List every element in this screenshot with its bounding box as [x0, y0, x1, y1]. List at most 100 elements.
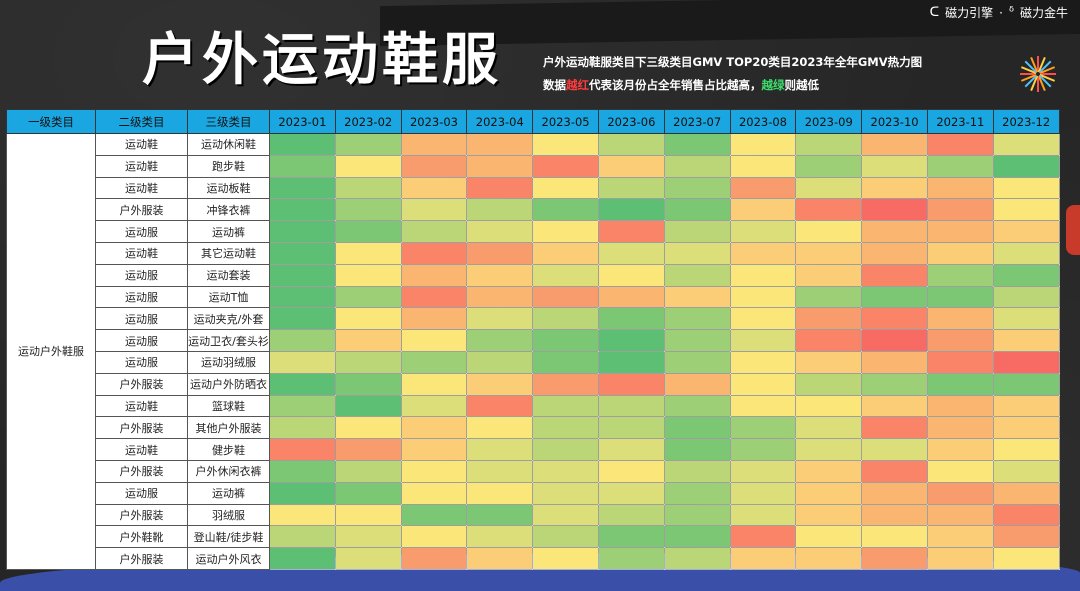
- heatmap-cell: [795, 154, 863, 178]
- heatmap-cell: [861, 459, 928, 483]
- heatmap-cell: [269, 154, 336, 178]
- heatmap-cell: [729, 416, 797, 440]
- heatmap-cell: [532, 416, 599, 440]
- heatmap-cell: [795, 438, 863, 461]
- heatmap-cell: [663, 481, 731, 505]
- heatmap-cell: [532, 372, 599, 396]
- heatmap-cell: [466, 394, 534, 418]
- heatmap-cell: [466, 198, 534, 222]
- heatmap-cell: [466, 503, 534, 527]
- heatmap-cell: [663, 307, 731, 331]
- heatmap-cell: [926, 372, 994, 396]
- column-header-month: 2023-03: [400, 109, 468, 134]
- heatmap-cell: [532, 285, 599, 309]
- level2-category-cell: 运动鞋: [95, 438, 188, 461]
- heatmap-cell: [992, 133, 1060, 156]
- level2-category-cell: 户外鞋靴: [95, 525, 188, 549]
- column-header-month: 2023-01: [269, 109, 336, 134]
- table-row: 户外服装 户外休闲衣裤: [7, 459, 1060, 483]
- heatmap-cell: [269, 525, 336, 549]
- firework-ray: [1037, 56, 1039, 72]
- heatmap-cell: [729, 285, 797, 309]
- level3-category-cell: 登山鞋/徒步鞋: [187, 525, 270, 549]
- heatmap-cell: [729, 372, 797, 396]
- heatmap-cell: [663, 263, 731, 287]
- heatmap-cell: [926, 525, 994, 549]
- heatmap-cell: [400, 547, 468, 570]
- heatmap-cell: [795, 176, 863, 200]
- heatmap-cell: [269, 350, 336, 374]
- heatmap-cell: [400, 220, 468, 243]
- heatmap-cell: [861, 285, 928, 309]
- heatmap-cell: [400, 394, 468, 418]
- heatmap-cell: [795, 241, 863, 265]
- level3-category-cell: 其他户外服装: [187, 416, 270, 440]
- heatmap-cell: [663, 416, 731, 440]
- heatmap-cell: [269, 176, 336, 200]
- heatmap-cell: [861, 481, 928, 505]
- heatmap-cell: [334, 198, 402, 222]
- heatmap-cell: [597, 438, 665, 461]
- heatmap-cell: [663, 285, 731, 309]
- heatmap-cell: [729, 329, 797, 352]
- level3-category-cell: 运动套装: [187, 263, 270, 287]
- heatmap-cell: [400, 241, 468, 265]
- heatmap-cell: [861, 133, 928, 156]
- heatmap-cell: [466, 285, 534, 309]
- heatmap-cell: [400, 416, 468, 440]
- heatmap-cell: [269, 220, 336, 243]
- heatmap-cell: [597, 263, 665, 287]
- heatmap-table: 一级类目 二级类目 三级类目 2023-01 2023-02 2023-03 2023-04…: [6, 109, 1060, 570]
- column-header-month: 2023-04: [466, 109, 534, 134]
- level3-category-cell: 运动裤: [187, 481, 270, 505]
- heatmap-cell: [861, 329, 928, 352]
- heatmap-cell: [269, 394, 336, 418]
- heatmap-cell: [663, 547, 731, 570]
- heatmap-cell: [400, 263, 468, 287]
- heatmap-cell: [926, 459, 994, 483]
- subtitle: 户外运动鞋服类目下三级类目GMV TOP20类目2023年全年GMV热力图 数据…: [543, 51, 922, 97]
- level2-category-cell: 户外服装: [95, 547, 188, 570]
- heatmap-cell: [269, 241, 336, 265]
- column-header-month: 2023-08: [729, 109, 797, 134]
- column-header-month: 2023-06: [597, 109, 665, 134]
- level2-category-cell: 户外服装: [95, 503, 188, 527]
- level2-category-cell: 运动服: [95, 307, 188, 331]
- brand-right: 磁力金牛: [1019, 6, 1068, 20]
- heatmap-cell: [926, 307, 994, 331]
- heatmap-cell: [729, 438, 797, 461]
- heatmap-cell: [663, 525, 731, 549]
- heatmap-cell: [532, 547, 599, 570]
- heatmap-cell: [795, 133, 863, 156]
- heatmap-cell: [400, 285, 468, 309]
- heatmap-cell: [795, 307, 863, 331]
- heatmap-cell: [532, 525, 599, 549]
- heatmap-cell: [597, 503, 665, 527]
- heatmap-cell: [729, 547, 797, 570]
- table-row: 运动服 运动卫衣/套头衫: [7, 329, 1060, 352]
- level3-category-cell: 运动板鞋: [187, 176, 270, 200]
- level3-category-cell: 运动夹克/外套: [187, 307, 270, 331]
- heatmap-cell: [334, 176, 402, 200]
- heatmap-cell: [400, 372, 468, 396]
- brand-separator: ·: [999, 5, 1003, 20]
- heatmap-cell: [992, 459, 1060, 483]
- heatmap-cell: [269, 329, 336, 352]
- heatmap-cell: [992, 176, 1060, 200]
- heatmap-cell: [992, 285, 1060, 309]
- heatmap-cell: [861, 198, 928, 222]
- heatmap-cell: [729, 394, 797, 418]
- column-header-level1: 一级类目: [6, 109, 96, 134]
- heatmap-cell: [729, 154, 797, 178]
- column-header-month: 2023-05: [532, 109, 599, 134]
- table-row: 运动服 运动T恤: [7, 285, 1060, 309]
- level2-category-cell: 户外服装: [95, 416, 188, 440]
- heatmap-cell: [532, 503, 599, 527]
- level2-category-cell: 运动服: [95, 481, 188, 505]
- heatmap-cell: [926, 133, 994, 156]
- firework-ray: [1037, 76, 1039, 92]
- heatmap-cell: [597, 285, 665, 309]
- heatmap-cell: [532, 350, 599, 374]
- heatmap-cell: [861, 307, 928, 331]
- heatmap-cell: [795, 198, 863, 222]
